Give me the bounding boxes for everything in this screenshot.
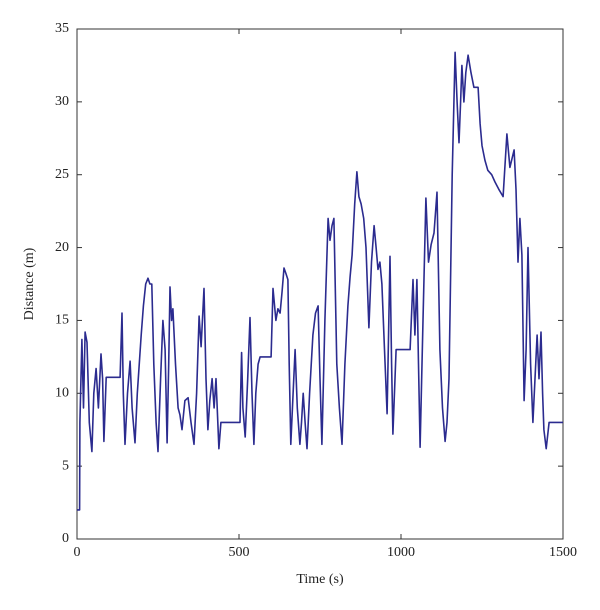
x-axis-label: Time (s) — [296, 572, 344, 587]
y-tick-label: 15 — [55, 313, 69, 328]
y-tick-label: 20 — [55, 240, 69, 255]
x-tick-label: 500 — [229, 545, 250, 560]
x-tick-label: 1500 — [549, 545, 577, 560]
x-tick-label: 0 — [74, 545, 81, 560]
y-tick-label: 30 — [55, 94, 69, 109]
y-tick-label: 5 — [62, 458, 69, 473]
x-tick-label: 1000 — [387, 545, 415, 560]
y-axis-label: Distance (m) — [22, 247, 37, 320]
y-tick-label: 10 — [55, 386, 69, 401]
y-tick-label: 25 — [55, 167, 69, 182]
data-line — [77, 51, 563, 511]
plot-frame — [76, 28, 564, 540]
y-tick-label: 35 — [55, 21, 69, 36]
y-tick-label: 0 — [62, 531, 69, 546]
